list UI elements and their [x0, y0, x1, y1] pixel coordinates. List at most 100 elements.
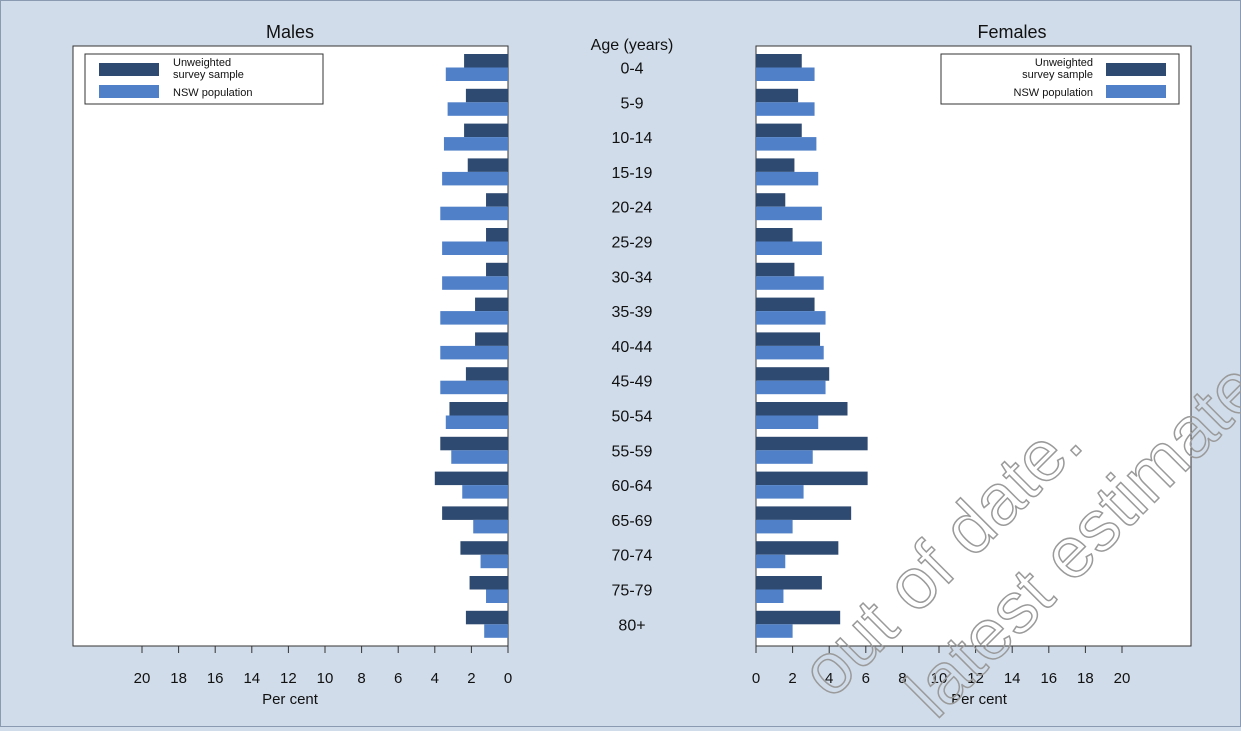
males-bar-population-35-39	[440, 311, 508, 325]
age-label-80+: 80+	[618, 617, 645, 634]
females-legend-population-swatch	[1106, 85, 1166, 98]
females-tick-label-0: 0	[752, 670, 760, 687]
age-label-30-34: 30-34	[612, 269, 653, 286]
females-tick-label-16: 16	[1040, 670, 1057, 687]
females-bar-population-0-4	[756, 67, 815, 81]
females-legend-population-label: NSW population	[1014, 87, 1094, 99]
females-bar-sample-15-19	[756, 158, 795, 172]
males-bar-sample-20-24	[486, 193, 508, 207]
males-bar-sample-0-4	[464, 54, 508, 68]
females-tick-label-20: 20	[1114, 670, 1131, 687]
males-bar-population-5-9	[447, 102, 508, 116]
males-bar-population-80+	[484, 624, 508, 638]
females-bar-sample-70-74	[756, 541, 839, 555]
males-bar-sample-25-29	[486, 228, 508, 242]
males-tick-label-8: 8	[357, 670, 365, 687]
age-label-15-19: 15-19	[612, 165, 653, 182]
females-bar-sample-80+	[756, 610, 841, 625]
age-axis-label: Age (years)	[591, 37, 674, 54]
males-legend: Unweighted survey sample NSW population	[84, 53, 324, 105]
females-bar-population-35-39	[756, 311, 826, 325]
males-tick-label-18: 18	[170, 670, 187, 687]
females-bar-sample-45-49	[756, 367, 830, 381]
females-bar-sample-60-64	[756, 471, 868, 486]
females-tick-label-8: 8	[898, 670, 906, 687]
females-legend-sample-label-1: Unweighted	[1035, 57, 1093, 69]
males-bar-population-50-54	[445, 415, 508, 429]
females-bar-sample-30-34	[756, 262, 795, 277]
females-bar-sample-20-24	[756, 193, 786, 207]
males-bar-sample-70-74	[460, 541, 508, 555]
females-tick-label-2: 2	[788, 670, 796, 687]
age-label-5-9: 5-9	[620, 95, 643, 112]
males-tick-label-6: 6	[394, 670, 402, 687]
females-title: Females	[977, 22, 1046, 42]
males-bar-sample-10-14	[464, 123, 508, 138]
males-bar-sample-40-44	[475, 332, 508, 346]
females-tick-label-12: 12	[967, 670, 984, 687]
males-legend-population-swatch	[99, 85, 159, 98]
males-bar-population-40-44	[440, 345, 508, 360]
males-bar-sample-75-79	[469, 576, 508, 590]
males-bar-population-60-64	[462, 485, 508, 499]
females-bar-population-70-74	[756, 554, 786, 569]
males-legend-sample-swatch	[99, 63, 159, 76]
males-bar-sample-60-64	[434, 471, 508, 486]
age-label-55-59: 55-59	[612, 443, 653, 460]
males-bar-sample-55-59	[440, 436, 508, 451]
males-bar-sample-30-34	[486, 262, 508, 277]
males-legend-sample-label-2: survey sample	[173, 69, 244, 81]
males-bar-sample-65-69	[442, 506, 508, 520]
females-bar-sample-25-29	[756, 228, 793, 242]
females-bar-population-15-19	[756, 171, 819, 186]
females-tick-label-4: 4	[825, 670, 833, 687]
females-bar-sample-10-14	[756, 123, 802, 138]
age-label-70-74: 70-74	[612, 548, 653, 565]
males-bar-sample-50-54	[449, 402, 508, 416]
age-label-20-24: 20-24	[612, 200, 653, 217]
males-plot-area	[72, 45, 509, 647]
males-bar-population-55-59	[451, 450, 508, 464]
females-bar-population-40-44	[756, 345, 824, 360]
males-bar-population-25-29	[442, 241, 508, 255]
males-tick-label-16: 16	[207, 670, 224, 687]
age-label-35-39: 35-39	[612, 304, 653, 321]
age-label-60-64: 60-64	[612, 478, 653, 495]
males-bar-population-0-4	[445, 67, 508, 81]
females-bar-population-5-9	[756, 102, 815, 116]
males-bar-sample-80+	[465, 610, 508, 625]
females-bar-sample-65-69	[756, 506, 852, 520]
females-bar-population-10-14	[756, 137, 817, 151]
males-tick-label-0: 0	[504, 670, 512, 687]
males-tick-label-12: 12	[280, 670, 297, 687]
females-bar-sample-0-4	[756, 54, 802, 68]
females-bar-population-75-79	[756, 589, 784, 603]
males-bar-population-45-49	[440, 380, 508, 395]
females-tick-label-14: 14	[1004, 670, 1021, 687]
males-bar-sample-5-9	[465, 88, 508, 103]
females-bar-sample-35-39	[756, 297, 815, 312]
females-x-axis-label: Per cent	[951, 691, 1008, 708]
females-bar-population-50-54	[756, 415, 819, 429]
males-bar-population-75-79	[486, 589, 508, 603]
males-title: Males	[266, 22, 314, 42]
females-bar-population-65-69	[756, 519, 793, 534]
males-bar-population-10-14	[443, 137, 508, 151]
females-bar-sample-5-9	[756, 88, 799, 103]
males-legend-sample-label-1: Unweighted	[173, 57, 231, 69]
age-label-45-49: 45-49	[612, 374, 653, 391]
males-bar-population-30-34	[442, 276, 508, 290]
age-label-65-69: 65-69	[612, 513, 653, 530]
females-bar-population-20-24	[756, 206, 822, 221]
females-bar-population-45-49	[756, 380, 826, 395]
females-tick-label-6: 6	[862, 670, 870, 687]
age-label-25-29: 25-29	[612, 235, 653, 252]
age-label-10-14: 10-14	[612, 130, 653, 147]
males-tick-label-2: 2	[467, 670, 475, 687]
age-label-75-79: 75-79	[612, 583, 653, 600]
females-bar-population-55-59	[756, 450, 813, 464]
males-bar-population-65-69	[473, 519, 508, 534]
females-bar-sample-40-44	[756, 332, 821, 346]
females-bar-sample-55-59	[756, 436, 868, 451]
